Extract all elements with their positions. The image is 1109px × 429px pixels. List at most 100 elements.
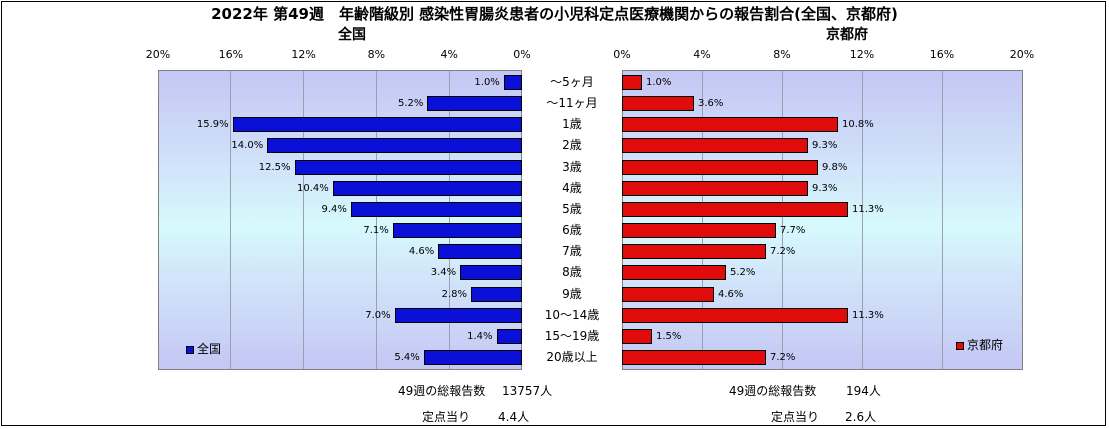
national-bar <box>392 223 522 239</box>
kyoto-gridline <box>861 71 863 369</box>
legend-national-swatch <box>186 345 194 354</box>
kyoto-value-label: 9.3% <box>812 182 838 194</box>
legend-kyoto-swatch <box>956 341 964 350</box>
category-label: 5歳 <box>562 201 582 216</box>
category-label: 3歳 <box>562 159 582 174</box>
kyoto-value-label: 1.5% <box>656 330 682 342</box>
kyoto-x-tick: 4% <box>693 48 711 61</box>
kyoto-total-value: 194人 <box>846 384 881 398</box>
legend-kyoto: 京都府 <box>956 336 1003 353</box>
kyoto-value-label: 10.8% <box>842 119 874 131</box>
kyoto-value-label: 1.0% <box>646 77 672 88</box>
kyoto-bar <box>622 201 848 217</box>
national-value-label: 3.4% <box>430 267 457 279</box>
category-label: 20歳以上 <box>546 349 598 364</box>
kyoto-value-label: 11.3% <box>852 203 884 215</box>
kyoto-value-label: 7.2% <box>770 246 796 258</box>
kyoto-bar <box>622 244 766 260</box>
national-bar <box>294 159 522 175</box>
national-bar <box>267 138 522 154</box>
national-gridline <box>448 71 450 369</box>
category-label: 2歳 <box>562 138 582 153</box>
kyoto-bar <box>622 180 808 196</box>
legend-kyoto-label: 京都府 <box>967 338 1004 352</box>
national-bar <box>503 75 522 90</box>
kyoto-bar <box>622 75 642 90</box>
kyoto-gridline <box>701 71 703 369</box>
kyoto-bar <box>622 265 726 281</box>
national-x-tick: 8% <box>367 48 386 61</box>
category-label: 4歳 <box>562 180 582 195</box>
national-bar <box>427 96 522 112</box>
chart-title: 2022年 第49週 年齢階級別 感染性胃腸炎患者の小児科定点医療機関からの報告… <box>211 5 898 23</box>
national-gridline <box>375 71 377 369</box>
kyoto-bar <box>622 96 694 112</box>
kyoto-x-tick: 20% <box>1009 48 1035 61</box>
national-value-label: 1.0% <box>474 77 500 88</box>
kyoto-value-label: 3.6% <box>698 98 724 110</box>
legend-national: 全国 <box>186 340 221 357</box>
kyoto-value-label: 7.7% <box>780 225 806 237</box>
kyoto-bar <box>622 307 848 323</box>
national-x-tick: 20% <box>145 48 171 61</box>
category-label: 15～19歳 <box>544 328 600 343</box>
kyoto-bar <box>622 223 776 239</box>
category-label: 9歳 <box>562 286 582 301</box>
category-label: 7歳 <box>562 244 582 259</box>
category-label: 8歳 <box>562 265 582 280</box>
national-value-label: 5.4% <box>394 351 420 363</box>
kyoto-panel-title: 京都府 <box>826 27 868 43</box>
national-bar <box>460 265 522 281</box>
kyoto-bar <box>622 117 838 133</box>
national-bar <box>332 180 522 196</box>
kyoto-bar <box>622 328 652 344</box>
kyoto-value-label: 9.8% <box>822 161 848 173</box>
kyoto-value-label: 5.2% <box>730 267 756 279</box>
national-total-label: 49週の総報告数 <box>398 384 486 398</box>
national-value-label: 10.4% <box>296 182 329 194</box>
national-value-label: 2.8% <box>441 288 468 300</box>
national-per-value: 4.4人 <box>498 410 530 424</box>
kyoto-total-label: 49週の総報告数 <box>729 384 817 398</box>
national-bar <box>423 349 522 365</box>
kyoto-value-label: 4.6% <box>718 288 744 300</box>
national-x-tick: 0% <box>513 48 531 61</box>
national-x-tick: 4% <box>440 48 458 61</box>
kyoto-bar <box>622 349 766 365</box>
national-value-label: 4.6% <box>408 246 435 258</box>
legend-national-label: 全国 <box>197 342 222 356</box>
national-value-label: 1.4% <box>467 330 493 342</box>
national-x-tick: 16% <box>218 48 244 61</box>
national-gridline <box>230 71 232 369</box>
kyoto-per-label: 定点当り <box>771 410 820 424</box>
kyoto-bar <box>622 159 818 175</box>
national-value-label: 12.5% <box>258 161 291 173</box>
national-value-label: 15.9% <box>196 119 229 131</box>
category-label: 10～14歳 <box>544 307 600 322</box>
kyoto-x-tick: 12% <box>849 48 875 61</box>
kyoto-value-label: 9.3% <box>812 140 838 152</box>
kyoto-gridline <box>781 71 783 369</box>
kyoto-gridline <box>941 71 943 369</box>
national-value-label: 7.0% <box>365 309 391 321</box>
national-bar <box>471 286 522 302</box>
kyoto-value-label: 11.3% <box>852 309 884 321</box>
category-label: ～5ヶ月 <box>550 75 594 89</box>
national-gridline <box>303 71 305 369</box>
kyoto-bar <box>622 286 714 302</box>
national-value-label: 9.4% <box>321 203 347 215</box>
kyoto-x-tick: 16% <box>929 48 955 61</box>
national-value-label: 7.1% <box>363 225 389 237</box>
national-x-tick: 12% <box>291 48 316 61</box>
national-value-label: 14.0% <box>231 140 264 152</box>
national-total-value: 13757人 <box>502 384 553 398</box>
national-panel-title: 全国 <box>338 27 366 43</box>
national-bar <box>232 117 522 133</box>
national-bar <box>438 244 522 260</box>
category-label: ～11ヶ月 <box>546 96 598 111</box>
category-label: 6歳 <box>562 223 582 238</box>
national-plot-area <box>158 70 522 370</box>
category-label: 1歳 <box>562 117 582 132</box>
national-value-label: 5.2% <box>397 98 424 110</box>
